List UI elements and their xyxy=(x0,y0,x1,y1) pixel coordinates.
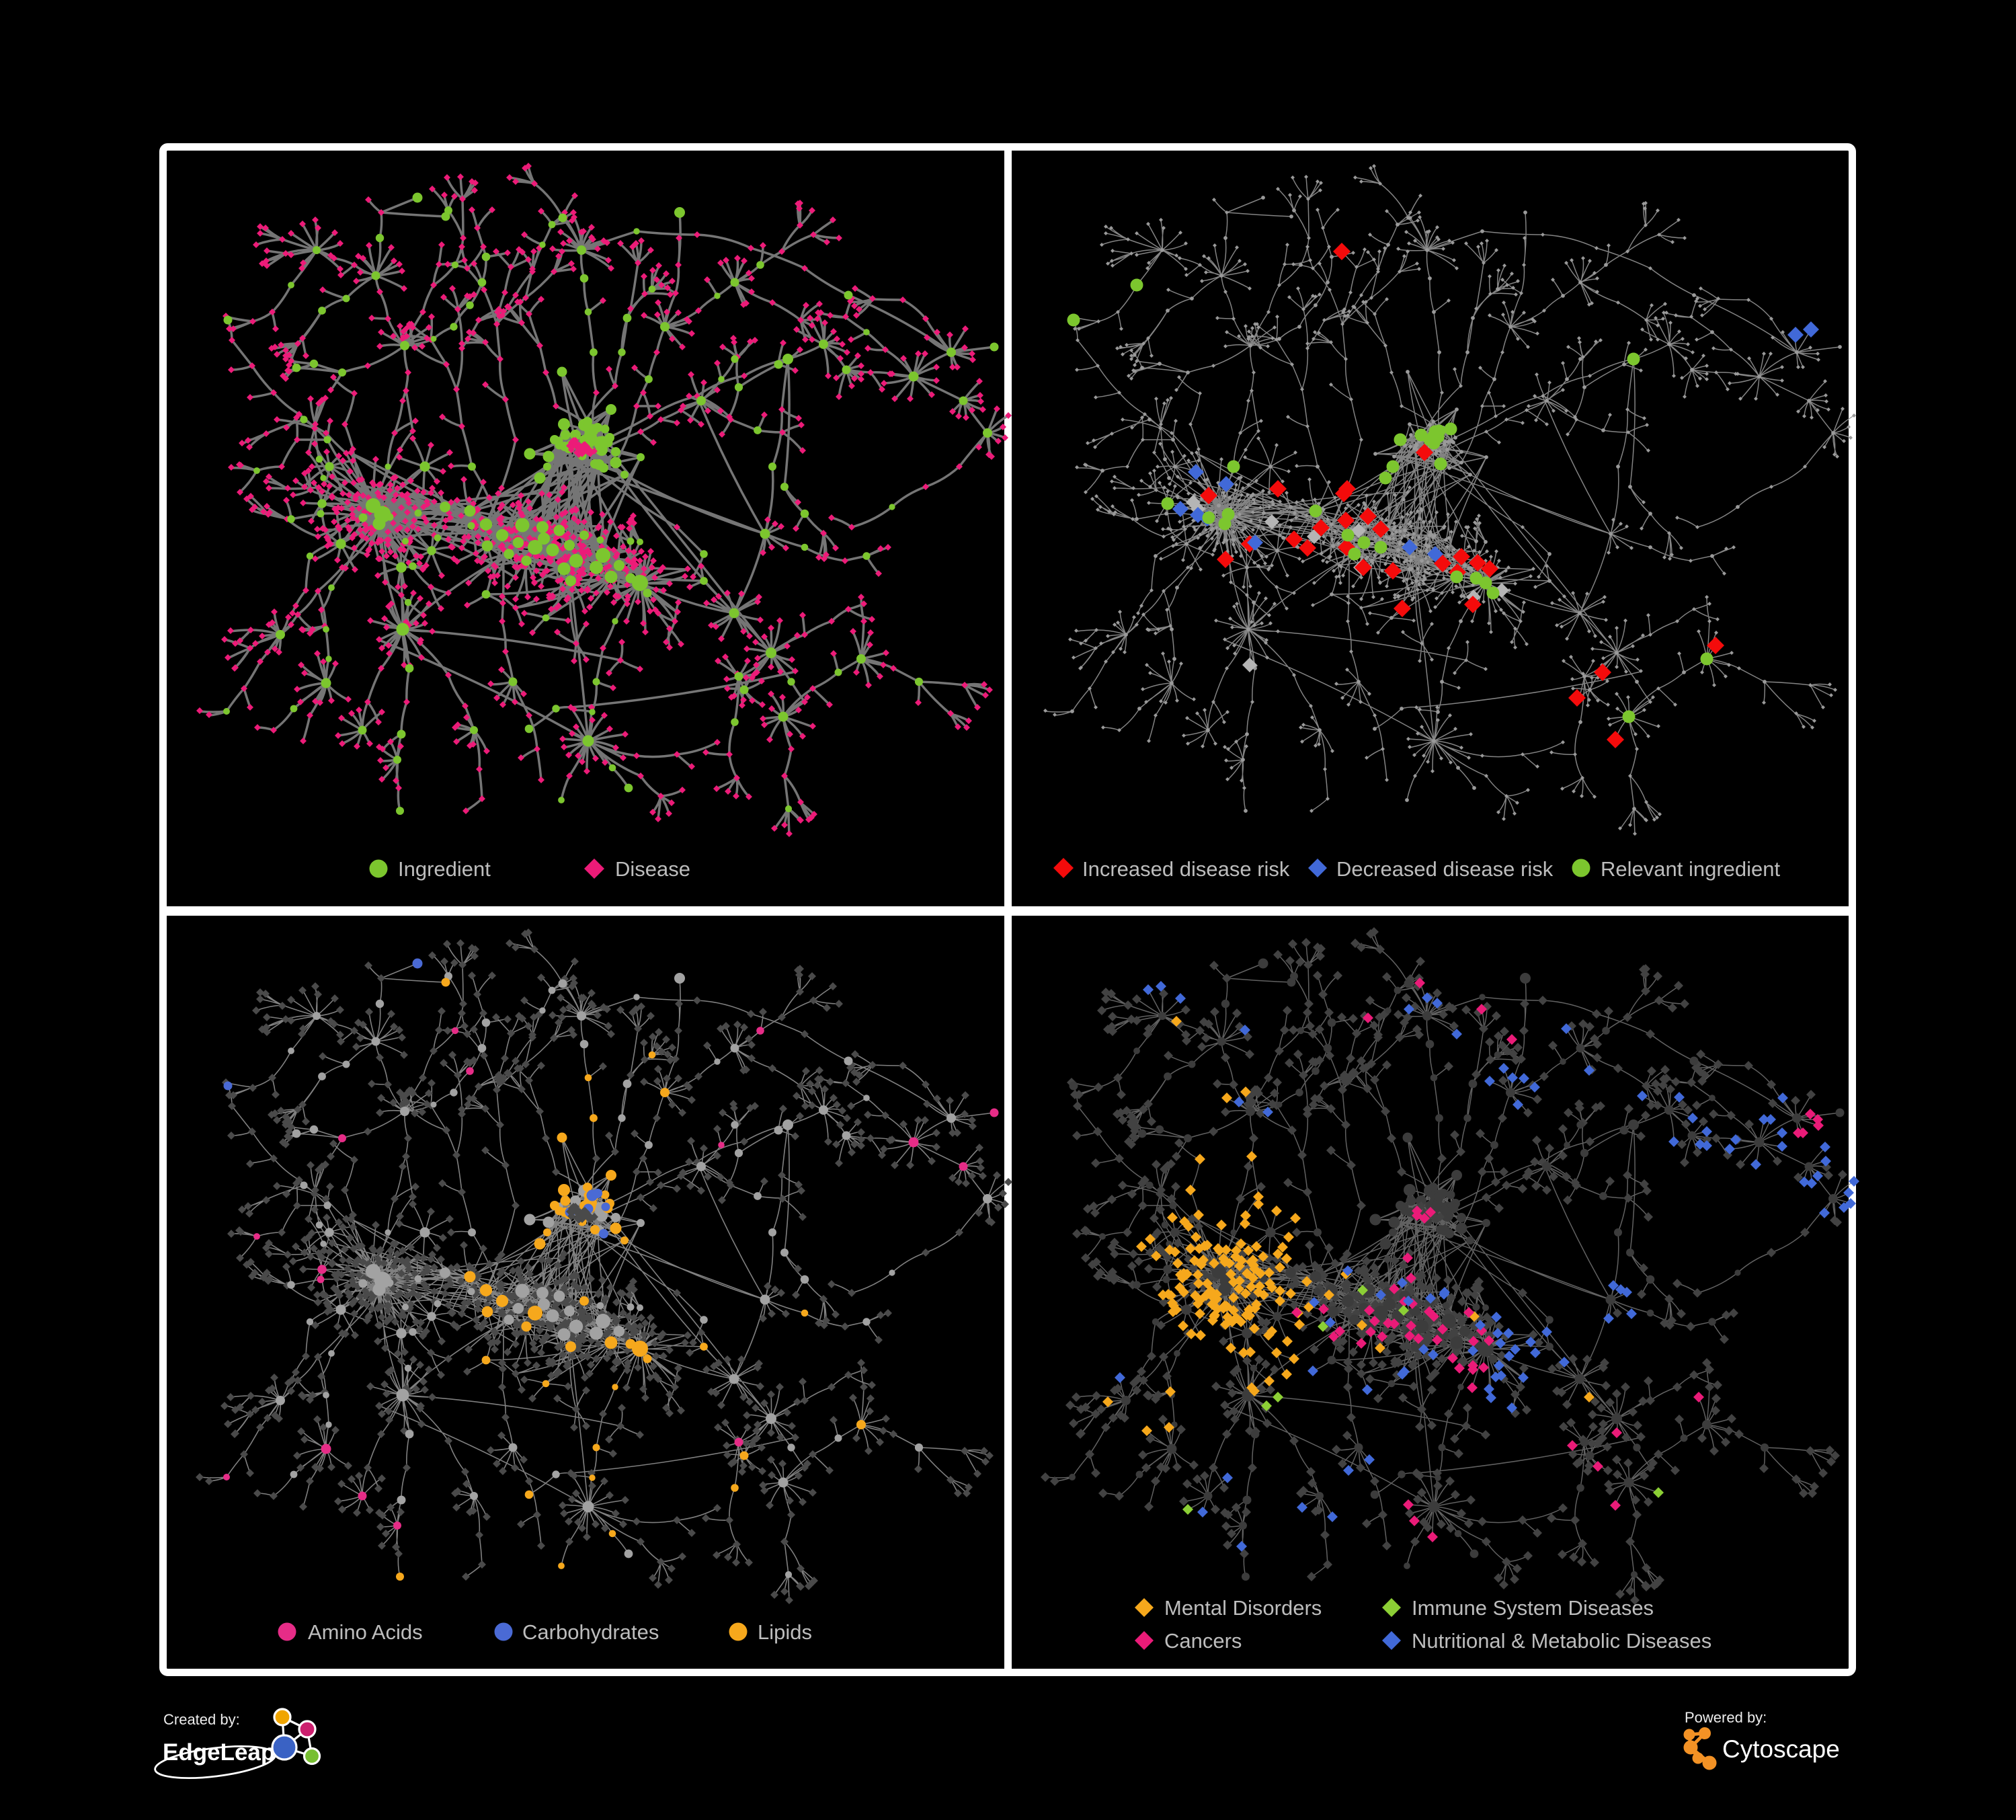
svg-text:Cancers: Cancers xyxy=(1164,1629,1242,1653)
svg-text:Immune System Diseases: Immune System Diseases xyxy=(1412,1596,1654,1620)
svg-text:Powered by:: Powered by: xyxy=(1685,1709,1767,1726)
svg-text:Lipids: Lipids xyxy=(758,1620,812,1644)
svg-text:EdgeLeap: EdgeLeap xyxy=(163,1739,275,1766)
svg-text:Nutritional & Metabolic Diseas: Nutritional & Metabolic Diseases xyxy=(1412,1629,1711,1653)
svg-text:Ingredient: Ingredient xyxy=(398,857,491,881)
svg-text:Amino Acids: Amino Acids xyxy=(308,1620,423,1644)
svg-text:Cytoscape: Cytoscape xyxy=(1722,1735,1840,1763)
svg-text:Increased disease risk: Increased disease risk xyxy=(1082,857,1290,881)
svg-text:Mental Disorders: Mental Disorders xyxy=(1164,1596,1322,1620)
svg-text:Decreased disease risk: Decreased disease risk xyxy=(1336,857,1554,881)
svg-text:Relevant ingredient: Relevant ingredient xyxy=(1601,857,1781,881)
svg-text:Disease: Disease xyxy=(615,857,690,881)
svg-text:Created by:: Created by: xyxy=(163,1711,240,1728)
svg-text:Carbohydrates: Carbohydrates xyxy=(522,1620,659,1644)
